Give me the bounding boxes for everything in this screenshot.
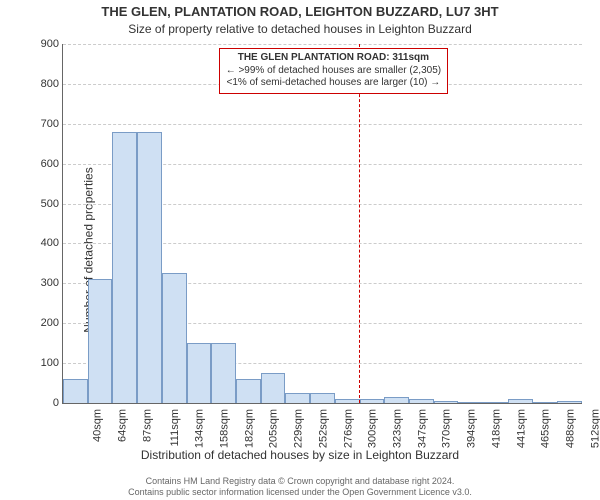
y-tick: 100 bbox=[41, 357, 63, 369]
x-tick: 205sqm bbox=[268, 409, 280, 448]
bar bbox=[409, 399, 434, 403]
annotation-line-3: <1% of semi-detached houses are larger (… bbox=[226, 77, 441, 90]
bar bbox=[360, 399, 385, 403]
x-tick: 64sqm bbox=[117, 409, 129, 442]
gridline bbox=[63, 44, 582, 45]
x-tick: 111sqm bbox=[168, 409, 180, 447]
bar bbox=[236, 379, 261, 403]
bar bbox=[533, 402, 558, 403]
bar bbox=[285, 393, 310, 403]
bar bbox=[434, 401, 459, 403]
chart-subtitle: Size of property relative to detached ho… bbox=[0, 22, 600, 36]
x-axis-label: Distribution of detached houses by size … bbox=[0, 448, 600, 462]
y-tick: 500 bbox=[41, 198, 63, 210]
x-tick: 370sqm bbox=[441, 409, 453, 448]
y-tick: 900 bbox=[41, 38, 63, 50]
annotation-line-1: THE GLEN PLANTATION ROAD: 311sqm bbox=[226, 52, 441, 65]
footer-line-2: Contains public sector information licen… bbox=[0, 487, 600, 498]
bar bbox=[557, 401, 582, 403]
bar bbox=[458, 402, 483, 403]
bar bbox=[483, 402, 508, 403]
y-tick: 700 bbox=[41, 118, 63, 130]
x-tick: 488sqm bbox=[564, 409, 576, 448]
plot-area: 010020030040050060070080090040sqm64sqm87… bbox=[62, 44, 582, 404]
chart-title: THE GLEN, PLANTATION ROAD, LEIGHTON BUZZ… bbox=[0, 4, 600, 19]
bar bbox=[310, 393, 335, 403]
bar bbox=[88, 279, 113, 403]
footer-line-1: Contains HM Land Registry data © Crown c… bbox=[0, 476, 600, 487]
bar bbox=[63, 379, 88, 403]
x-tick: 229sqm bbox=[293, 409, 305, 448]
x-tick: 40sqm bbox=[92, 409, 104, 442]
x-tick: 394sqm bbox=[466, 409, 478, 448]
x-tick: 441sqm bbox=[515, 409, 527, 448]
x-tick: 276sqm bbox=[342, 409, 354, 448]
x-tick: 418sqm bbox=[490, 409, 502, 448]
x-tick: 87sqm bbox=[141, 409, 153, 442]
bar bbox=[112, 132, 137, 403]
bar bbox=[261, 373, 286, 403]
x-tick: 134sqm bbox=[194, 409, 206, 448]
gridline bbox=[63, 124, 582, 125]
property-annotation: THE GLEN PLANTATION ROAD: 311sqm← >99% o… bbox=[219, 48, 448, 94]
chart-container: THE GLEN, PLANTATION ROAD, LEIGHTON BUZZ… bbox=[0, 0, 600, 500]
footer: Contains HM Land Registry data © Crown c… bbox=[0, 476, 600, 499]
x-tick: 347sqm bbox=[416, 409, 428, 448]
x-tick: 182sqm bbox=[243, 409, 255, 448]
y-tick: 600 bbox=[41, 158, 63, 170]
bar bbox=[508, 399, 533, 403]
bar bbox=[384, 397, 409, 403]
bar bbox=[187, 343, 212, 403]
bar bbox=[211, 343, 236, 403]
x-tick: 323sqm bbox=[391, 409, 403, 448]
x-tick: 512sqm bbox=[589, 409, 600, 448]
x-tick: 158sqm bbox=[218, 409, 230, 448]
y-tick: 200 bbox=[41, 317, 63, 329]
bar bbox=[162, 273, 187, 403]
y-tick: 400 bbox=[41, 237, 63, 249]
annotation-line-2: ← >99% of detached houses are smaller (2… bbox=[226, 65, 441, 78]
x-tick: 300sqm bbox=[367, 409, 379, 448]
y-tick: 0 bbox=[53, 397, 63, 409]
property-marker-line bbox=[359, 44, 360, 403]
bar bbox=[335, 399, 360, 403]
y-tick: 300 bbox=[41, 277, 63, 289]
y-tick: 800 bbox=[41, 78, 63, 90]
x-tick: 252sqm bbox=[317, 409, 329, 448]
x-tick: 465sqm bbox=[540, 409, 552, 448]
bar bbox=[137, 132, 162, 403]
